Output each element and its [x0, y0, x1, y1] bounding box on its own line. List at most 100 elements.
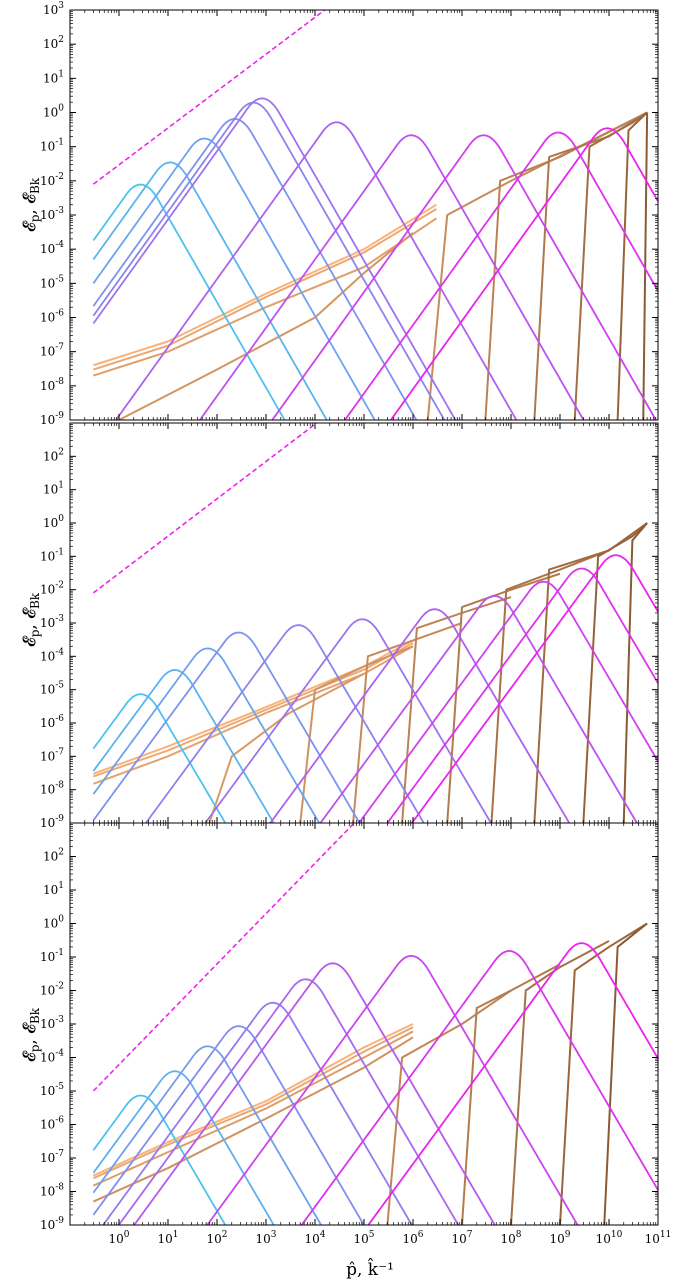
- x-tick-label: 101: [157, 1230, 178, 1246]
- y-tick-label: 10-2: [40, 172, 64, 188]
- reference-line: [92, 423, 318, 594]
- plot-area: [92, 10, 658, 420]
- y-tick-label: 10-1: [40, 948, 64, 964]
- y-tick-label: 10-7: [40, 747, 64, 763]
- y-tick-label: 10-3: [40, 1015, 64, 1031]
- y-tick-label: 10-1: [40, 138, 64, 154]
- particle-spectrum-line: [357, 580, 658, 823]
- particle-spectrum-line: [92, 1025, 365, 1225]
- magnetic-spectrum-line: [559, 922, 648, 1225]
- particle-spectrum-line: [92, 693, 227, 823]
- particle-spectrum-line: [319, 595, 638, 823]
- plot-area: [92, 823, 658, 1225]
- magnetic-spectrum-line: [93, 203, 437, 367]
- magnetic-spectrum-line: [642, 112, 649, 420]
- y-axis-label-middle: 𝓔p, 𝓔Bk: [20, 592, 42, 647]
- particle-spectrum-line: [92, 669, 275, 823]
- y-tick-label: 10-4: [40, 240, 64, 256]
- magnetic-spectrum-line: [484, 111, 648, 420]
- y-tick-label: 10-8: [40, 1183, 64, 1199]
- magnetic-spectrum-line: [510, 940, 610, 1225]
- particle-spectrum-line: [92, 647, 321, 823]
- particle-spectrum-line: [269, 608, 571, 823]
- particle-spectrum-line: [92, 118, 418, 420]
- particle-spectrum-line: [92, 137, 376, 420]
- y-tick-label: 10-5: [40, 274, 64, 290]
- panel-top: 10-9 10-8 10-7 10-6 10-5 10-4 10-3 10-2 10-1 100 1…: [40, 1, 659, 427]
- y-tick-label: 10-7: [40, 343, 64, 359]
- reference-line: [92, 823, 356, 1092]
- x-tick-label: 100: [108, 1230, 129, 1246]
- x-tick-label: 105: [353, 1230, 374, 1246]
- panel-bottom: 100 101 102 103 104 105 106 107 108 109 1010 1011 10…: [40, 822, 672, 1246]
- y-tick-label: 102: [43, 848, 64, 864]
- y-tick-label: 10-7: [40, 1149, 64, 1165]
- y-tick-label: 102: [43, 35, 64, 51]
- magnetic-spectrum-line: [461, 963, 561, 1225]
- magnetic-spectrum-line: [386, 989, 512, 1225]
- particle-spectrum-line: [92, 1094, 227, 1225]
- y-tick-label: 101: [43, 881, 64, 897]
- y-tick-label: 10-8: [40, 781, 64, 797]
- particle-spectrum-line: [389, 127, 658, 420]
- y-tick-label: 10-5: [40, 1082, 64, 1098]
- x-tick-label: 107: [451, 1230, 472, 1246]
- magnetic-spectrum-line: [401, 596, 512, 823]
- panel-middle: 10-9 10-8 10-7 10-6 10-5 10-4 10-3 10-2 10-1 100 1…: [40, 422, 659, 830]
- magnetic-spectrum-line: [92, 1030, 414, 1187]
- particle-spectrum-line: [92, 97, 457, 420]
- x-tick-label: 109: [549, 1230, 570, 1246]
- particle-spectrum-line: [117, 978, 460, 1225]
- particle-spectrum-line: [92, 161, 328, 420]
- x-tick-label: 108: [500, 1230, 521, 1246]
- particle-spectrum-line: [92, 631, 361, 823]
- magnetic-spectrum-line: [93, 217, 437, 377]
- particle-spectrum-line: [133, 962, 496, 1225]
- magnetic-spectrum-line: [622, 522, 648, 823]
- particle-spectrum-line: [410, 554, 658, 823]
- y-tick-label: 100: [43, 104, 64, 120]
- y-tick-label: 10-6: [40, 714, 64, 730]
- magnetic-spectrum-line: [533, 522, 648, 823]
- magnetic-spectrum-line: [92, 1036, 414, 1203]
- y-tick-label: 100: [43, 915, 64, 931]
- y-tick-label: 10-6: [40, 309, 64, 325]
- axes-frame: [69, 822, 659, 1226]
- y-tick-label: 10-4: [40, 647, 64, 663]
- x-tick-label: 102: [206, 1230, 227, 1246]
- particle-spectrum-line: [102, 1001, 413, 1225]
- magnetic-spectrum-line: [93, 208, 437, 371]
- particle-spectrum-line: [114, 121, 518, 420]
- y-tick-label: 10-9: [40, 411, 64, 427]
- y-tick-label: 10-8: [40, 377, 64, 393]
- magnetic-spectrum-line: [93, 639, 414, 775]
- particle-spectrum-line: [198, 134, 585, 420]
- magnetic-spectrum-line: [92, 1023, 414, 1177]
- magnetic-spectrum-line: [92, 1026, 414, 1180]
- particle-spectrum-line: [343, 131, 658, 420]
- particle-spectrum-line: [92, 1070, 275, 1225]
- magnetic-spectrum-line: [582, 522, 648, 823]
- x-tick-label: 103: [255, 1230, 276, 1246]
- magnetic-spectrum-line: [490, 549, 610, 823]
- y-tick-label: 10-2: [40, 581, 64, 597]
- y-tick-label: 10-9: [40, 814, 64, 830]
- particle-spectrum-line: [271, 134, 657, 420]
- particle-spectrum-line: [92, 101, 446, 420]
- y-tick-label: 10-4: [40, 1049, 64, 1065]
- x-tick-label: 1011: [645, 1230, 672, 1246]
- y-axis-label-bottom: 𝓔p, 𝓔Bk: [20, 1007, 42, 1062]
- particle-spectrum-line: [300, 950, 658, 1225]
- magnetic-spectrum-line: [93, 645, 414, 785]
- magnetic-spectrum-line: [573, 111, 648, 420]
- particle-spectrum-line: [92, 1045, 323, 1225]
- particle-spectrum-line: [144, 624, 425, 823]
- x-axis-label: p̂, k̂⁻¹: [346, 1258, 394, 1280]
- particle-spectrum-line: [367, 942, 658, 1225]
- magnetic-spectrum-line: [603, 922, 648, 1225]
- magnetic-spectrum-line: [616, 111, 648, 420]
- y-axis-label-top: 𝓔p, 𝓔Bk: [20, 177, 42, 232]
- x-tick-label: 106: [402, 1230, 423, 1246]
- reference-line: [92, 10, 327, 185]
